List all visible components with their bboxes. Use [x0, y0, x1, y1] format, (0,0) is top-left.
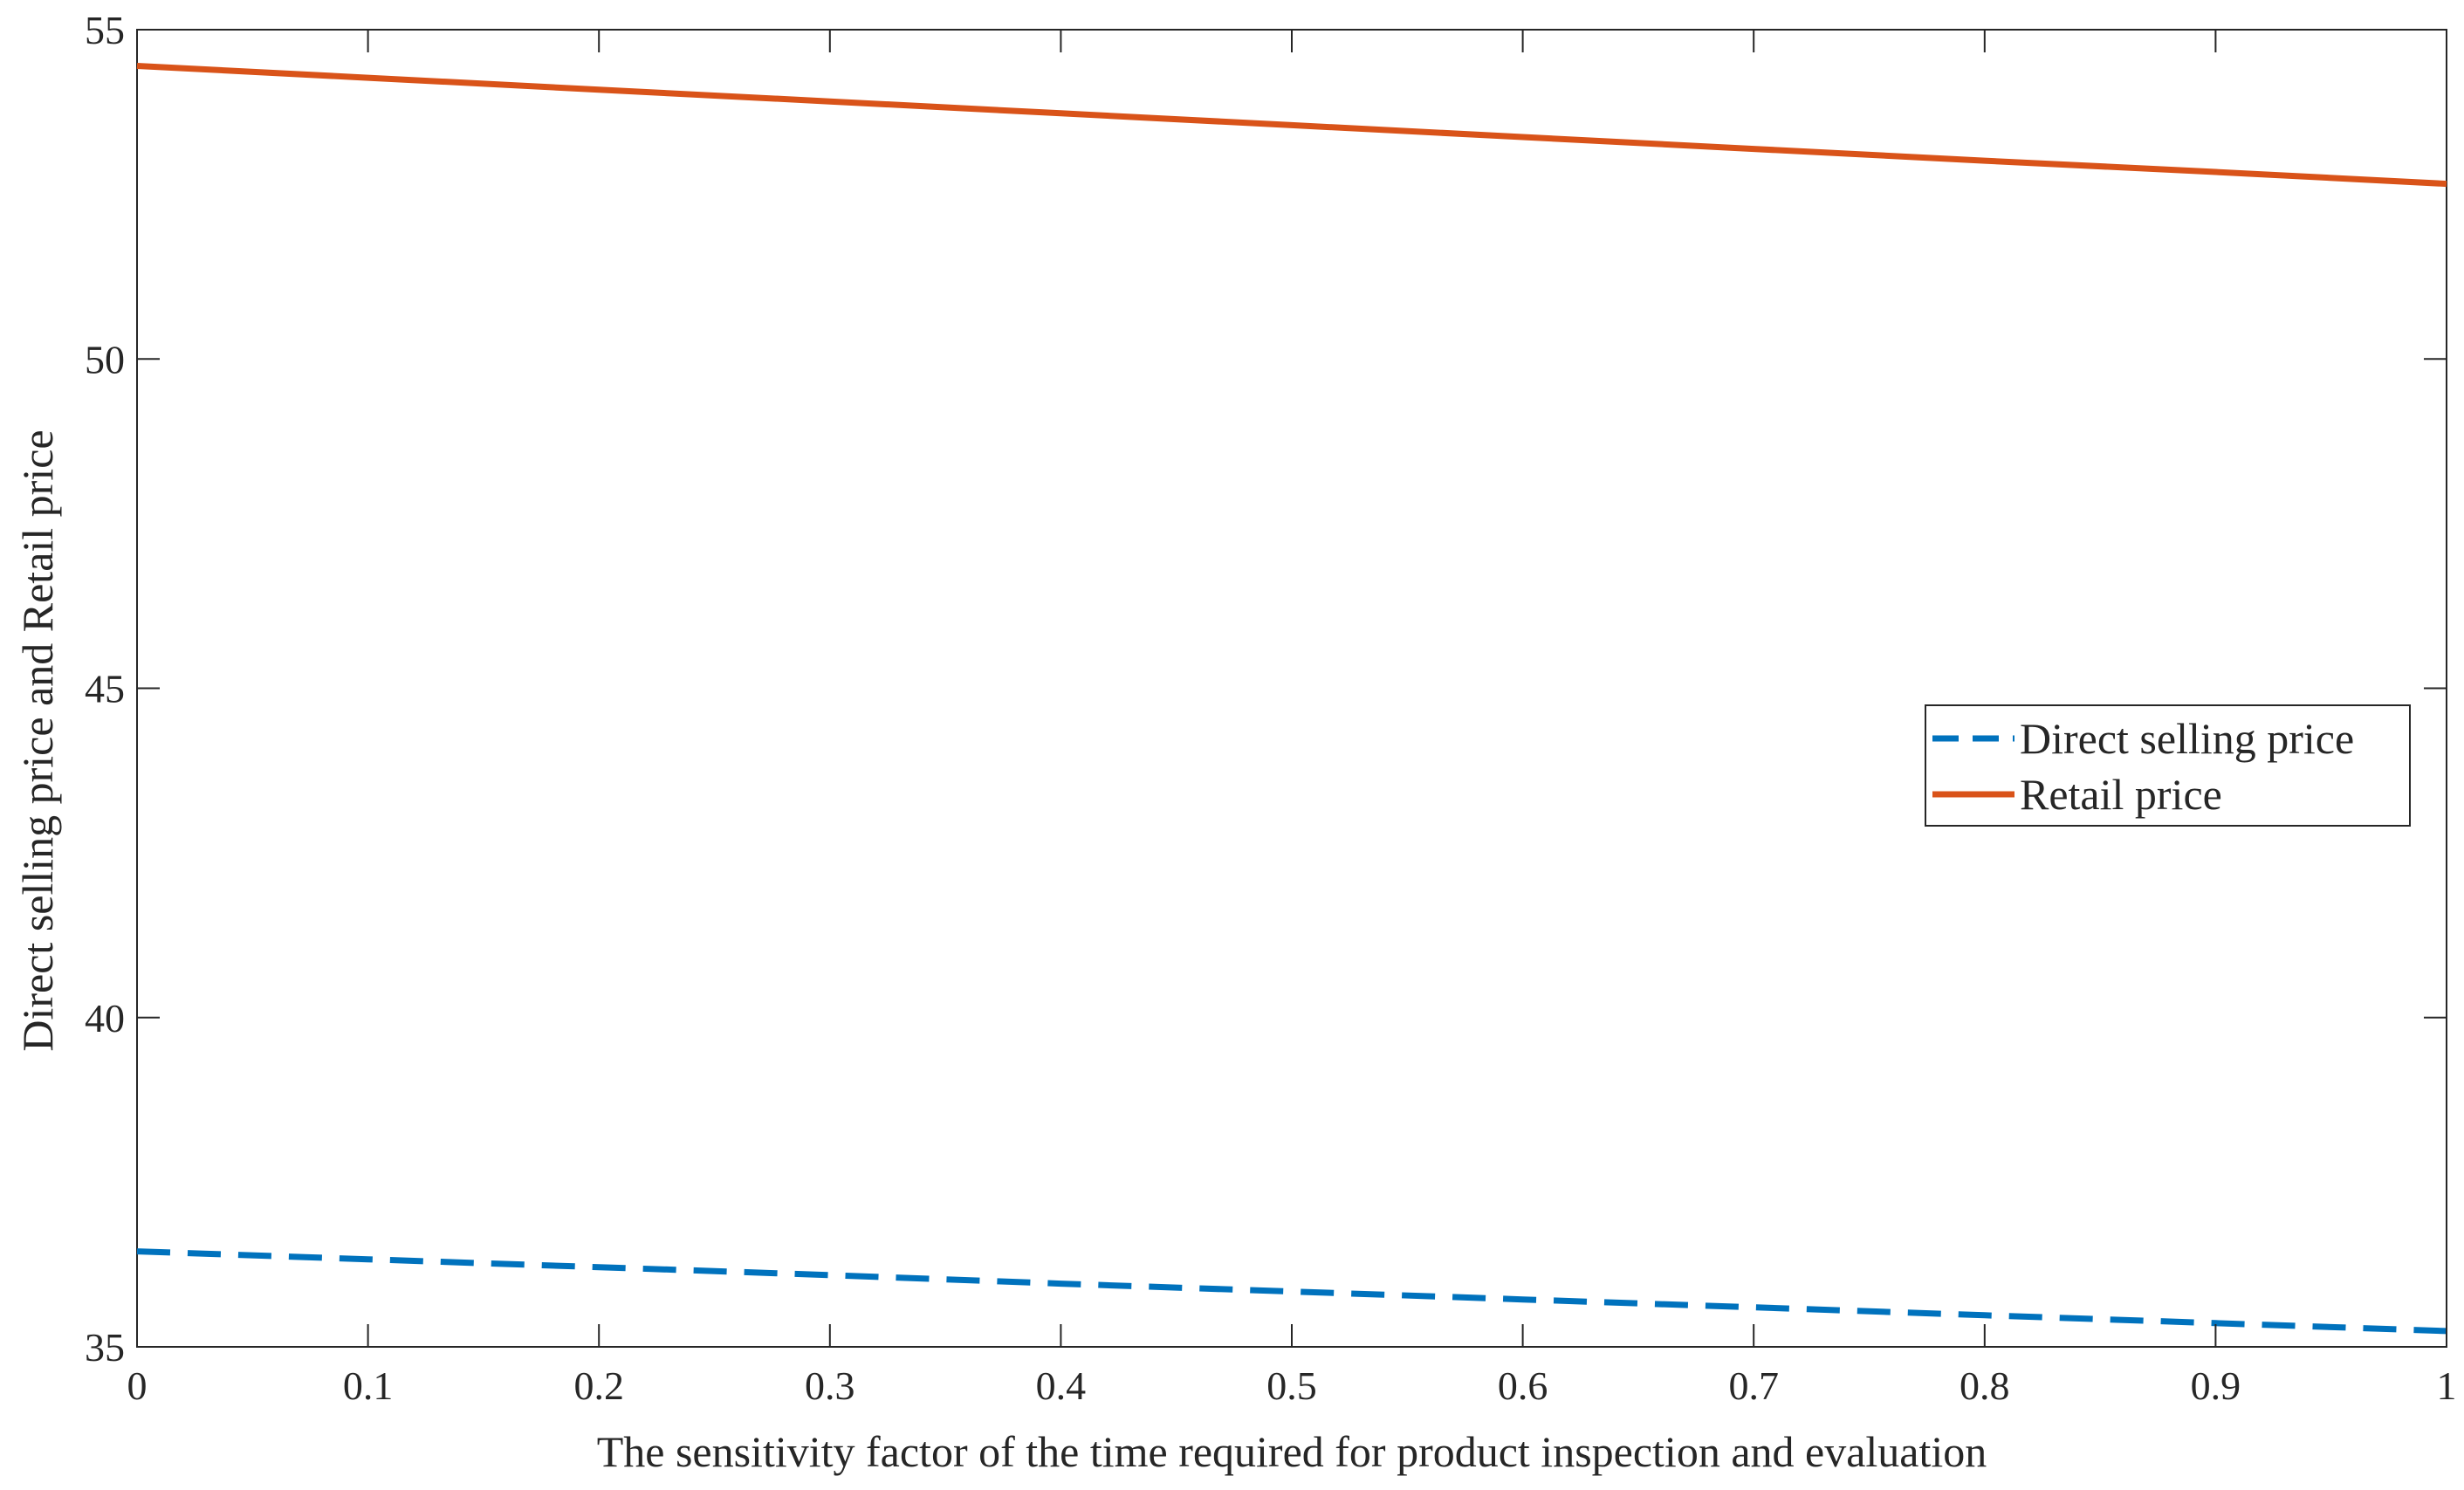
legend-label-direct-selling-price: Direct selling price	[2020, 714, 2354, 763]
plot-area	[136, 29, 2447, 1348]
plot-frame	[136, 29, 2447, 1348]
y-tick-label: 50	[85, 337, 125, 381]
x-tick-label: 0.4	[1036, 1363, 1087, 1408]
x-tick-label: 0.7	[1728, 1363, 1779, 1408]
series-line-direct-selling-price	[136, 1248, 2447, 1335]
x-tick-label: 0.8	[1960, 1363, 2010, 1408]
y-tick-label: 40	[85, 996, 125, 1040]
x-axis-title: The sensitivity factor of the time requi…	[597, 1427, 1987, 1476]
series-line-retail-price	[136, 63, 2447, 188]
legend: Direct selling price Retail price	[1925, 704, 2411, 827]
legend-box	[1925, 704, 2411, 827]
y-tick-label: 45	[85, 667, 125, 711]
x-tick-label: 0.1	[343, 1363, 394, 1408]
x-tick-label: 1	[2437, 1363, 2457, 1408]
x-tick-label: 0.9	[2191, 1363, 2241, 1408]
x-tick-label: 0.5	[1266, 1363, 1317, 1408]
x-tick-label: 0.6	[1498, 1363, 1548, 1408]
series-lines	[136, 63, 2447, 1335]
x-tick-label: 0.2	[573, 1363, 624, 1408]
legend-label-retail-price: Retail price	[2020, 770, 2222, 819]
y-tick-label: 35	[85, 1325, 125, 1370]
x-tick-label: 0	[127, 1363, 148, 1408]
y-tick-label: 55	[85, 8, 125, 52]
y-axis-title: Direct selling price and Retail price	[13, 429, 62, 1051]
x-tick-label: 0.3	[805, 1363, 855, 1408]
axes: 0 0.1 0.2 0.3 0.4 0.5 0.6 0.7 0.8 0.9 1 35 40 45 50 55 T…	[13, 8, 2457, 1476]
